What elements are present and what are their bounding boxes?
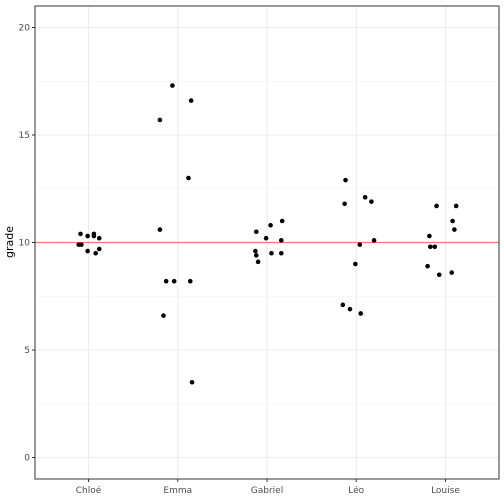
data-point xyxy=(268,223,273,228)
data-point xyxy=(91,233,97,239)
data-point xyxy=(425,263,430,269)
x-axis: Chloé Emma Gabriel Léo Louise xyxy=(76,479,460,496)
data-point xyxy=(452,227,457,232)
y-axis: 0 5 10 15 20 xyxy=(19,24,35,464)
data-point xyxy=(253,253,259,258)
data-point xyxy=(278,238,284,243)
data-point xyxy=(263,235,269,241)
data-point xyxy=(189,379,195,385)
y-tick-label: 15 xyxy=(19,131,30,141)
data-point xyxy=(436,272,442,278)
data-point xyxy=(362,195,368,200)
data-point xyxy=(186,175,191,181)
data-point xyxy=(253,248,258,254)
x-tick-label: Gabriel xyxy=(251,486,283,496)
data-point xyxy=(157,117,163,123)
data-point xyxy=(358,311,363,316)
data-point xyxy=(357,242,363,247)
data-point xyxy=(453,203,459,209)
data-point xyxy=(96,246,102,252)
data-point xyxy=(157,227,163,232)
data-point xyxy=(449,270,455,275)
y-tick-label: 10 xyxy=(19,239,31,249)
data-point xyxy=(340,302,346,308)
data-point xyxy=(269,250,274,256)
data-point xyxy=(427,233,432,239)
data-point xyxy=(353,261,358,267)
data-point xyxy=(342,201,347,207)
x-tick-label: Chloé xyxy=(76,485,102,496)
data-point xyxy=(255,259,261,265)
data-point xyxy=(96,235,102,241)
data-point xyxy=(170,83,175,88)
data-point xyxy=(253,229,259,235)
x-tick-label: Léo xyxy=(348,485,364,496)
data-point xyxy=(85,233,90,239)
y-axis-title: grade xyxy=(3,226,16,258)
data-point xyxy=(79,242,84,247)
data-point xyxy=(279,218,285,224)
data-point xyxy=(343,177,348,183)
data-point xyxy=(347,306,353,312)
x-tick-label: Louise xyxy=(431,486,460,496)
data-point xyxy=(161,313,166,318)
data-point xyxy=(163,278,169,284)
points xyxy=(76,83,459,385)
y-tick-label: 20 xyxy=(19,24,31,34)
data-point xyxy=(369,199,374,204)
data-point xyxy=(427,244,433,250)
data-point xyxy=(278,250,284,256)
data-point xyxy=(85,248,90,254)
data-point xyxy=(78,231,83,237)
data-point xyxy=(93,250,98,256)
y-tick-label: 0 xyxy=(24,454,30,464)
data-point xyxy=(432,244,438,250)
data-point xyxy=(434,203,439,209)
data-point xyxy=(187,278,193,284)
data-point xyxy=(371,238,377,243)
data-point xyxy=(450,218,455,224)
data-point xyxy=(171,278,177,284)
y-tick-label: 5 xyxy=(24,346,30,356)
data-point xyxy=(188,98,194,103)
x-tick-label: Emma xyxy=(163,486,192,496)
